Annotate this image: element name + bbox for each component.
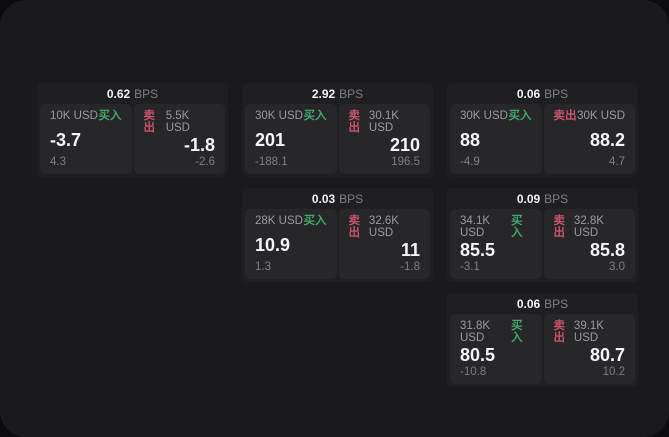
- sell-price: 85.8: [589, 240, 625, 261]
- sell-panel[interactable]: 卖出 32.6K USD 11 -1.8: [338, 209, 430, 279]
- sell-panel[interactable]: 卖出 32.8K USD 85.8 3.0: [543, 209, 635, 279]
- sell-price: 88.2: [589, 129, 625, 150]
- sell-price: 80.7: [589, 345, 625, 366]
- buy-sub-value: 1.3: [255, 260, 271, 273]
- bps-value: 0.06: [516, 296, 541, 311]
- quote-card: 0.62 BPS 10K USD 买入 -3.7 4.3 卖出 5.5K USD: [37, 83, 228, 177]
- quote-card: 0.03 BPS 28K USD 买入 10.9 1.3 卖出 32.6K US…: [242, 188, 433, 282]
- sell-amount: 30K USD: [577, 110, 625, 122]
- bps-unit: BPS: [544, 86, 569, 101]
- sell-panel[interactable]: 卖出 39.1K USD 80.7 10.2: [543, 314, 635, 384]
- buy-label: 买入: [508, 110, 532, 122]
- buy-panel[interactable]: 10K USD 买入 -3.7 4.3: [40, 104, 132, 174]
- sell-label: 卖出: [348, 215, 361, 239]
- sell-panel[interactable]: 卖出 30K USD 88.2 4.7: [543, 104, 635, 174]
- buy-label: 买入: [303, 110, 327, 122]
- buy-amount: 30K USD: [460, 110, 508, 122]
- buy-sub-value: -188.1: [255, 155, 288, 168]
- buy-amount: 30K USD: [255, 110, 303, 122]
- sell-amount: 5.5K USD: [165, 110, 190, 134]
- bps-value: 2.92: [311, 86, 336, 101]
- sell-price: 210: [389, 135, 420, 156]
- sell-label: 卖出: [143, 110, 156, 134]
- sell-amount: 32.8K USD: [573, 215, 604, 239]
- bps-value: 0.06: [516, 86, 541, 101]
- buy-panel[interactable]: 34.1K USD 买入 85.5 -3.1: [450, 209, 542, 279]
- buy-panel[interactable]: 31.8K USD 买入 80.5 -10.8: [450, 314, 542, 384]
- quote-grid: 0.62 BPS 10K USD 买入 -3.7 4.3 卖出 5.5K USD: [37, 83, 638, 387]
- buy-amount: 28K USD: [255, 215, 303, 227]
- bps-value: 0.62: [106, 86, 131, 101]
- buy-sub-value: -10.8: [460, 365, 487, 378]
- sell-sub-value: -2.6: [195, 155, 215, 168]
- bps-header: 0.09 BPS: [450, 188, 635, 209]
- sell-amount: 30.1K USD: [368, 110, 399, 134]
- sell-sub-value: 196.5: [391, 155, 420, 168]
- bps-header: 0.06 BPS: [450, 83, 635, 104]
- sell-panel[interactable]: 卖出 30.1K USD 210 196.5: [338, 104, 430, 174]
- sell-label: 卖出: [553, 110, 577, 122]
- buy-price: 80.5: [460, 345, 496, 366]
- buy-sub-value: -4.9: [460, 155, 480, 168]
- sell-sub-value: 10.2: [602, 365, 625, 378]
- buy-panel[interactable]: 28K USD 买入 10.9 1.3: [245, 209, 337, 279]
- sell-price: 11: [400, 240, 420, 261]
- sell-label: 卖出: [553, 215, 566, 239]
- bps-unit: BPS: [339, 191, 364, 206]
- buy-label: 买入: [511, 215, 523, 239]
- buy-amount: 31.8K USD: [460, 320, 491, 344]
- bps-unit: BPS: [339, 86, 364, 101]
- sell-panel[interactable]: 卖出 5.5K USD -1.8 -2.6: [133, 104, 225, 174]
- buy-label: 买入: [511, 320, 523, 344]
- quote-card: 0.06 BPS 31.8K USD 买入 80.5 -10.8 卖出 39.1…: [447, 293, 638, 387]
- sell-label: 卖出: [553, 320, 566, 344]
- sell-sub-value: -1.8: [400, 260, 420, 273]
- buy-sub-value: -3.1: [460, 260, 480, 273]
- sell-label: 卖出: [348, 110, 361, 134]
- bps-unit: BPS: [544, 296, 569, 311]
- buy-price: 88: [460, 129, 481, 150]
- bps-value: 0.03: [311, 191, 336, 206]
- bps-header: 0.06 BPS: [450, 293, 635, 314]
- quote-card: 0.06 BPS 30K USD 买入 88 -4.9 卖出 30K USD: [447, 83, 638, 177]
- buy-sub-value: 4.3: [50, 155, 66, 168]
- bps-unit: BPS: [544, 191, 569, 206]
- bps-header: 2.92 BPS: [245, 83, 430, 104]
- sell-amount: 32.6K USD: [368, 215, 399, 239]
- buy-price: 85.5: [460, 240, 496, 261]
- buy-amount: 34.1K USD: [460, 215, 491, 239]
- bps-header: 0.62 BPS: [40, 83, 225, 104]
- buy-amount: 10K USD: [50, 110, 98, 122]
- buy-label: 买入: [303, 215, 327, 227]
- bps-value: 0.09: [516, 191, 541, 206]
- bps-unit: BPS: [134, 86, 159, 101]
- sell-price: -1.8: [183, 135, 215, 156]
- buy-panel[interactable]: 30K USD 买入 88 -4.9: [450, 104, 542, 174]
- sell-sub-value: 3.0: [609, 260, 625, 273]
- sell-sub-value: 4.7: [609, 155, 625, 168]
- buy-price: -3.7: [50, 129, 82, 150]
- buy-price: 10.9: [255, 234, 291, 255]
- buy-label: 买入: [98, 110, 122, 122]
- buy-panel[interactable]: 30K USD 买入 201 -188.1: [245, 104, 337, 174]
- bps-header: 0.03 BPS: [245, 188, 430, 209]
- sell-amount: 39.1K USD: [573, 320, 604, 344]
- quote-card: 2.92 BPS 30K USD 买入 201 -188.1 卖出 30.1K …: [242, 83, 433, 177]
- quote-card: 0.09 BPS 34.1K USD 买入 85.5 -3.1 卖出 32.8K…: [447, 188, 638, 282]
- buy-price: 201: [255, 129, 286, 150]
